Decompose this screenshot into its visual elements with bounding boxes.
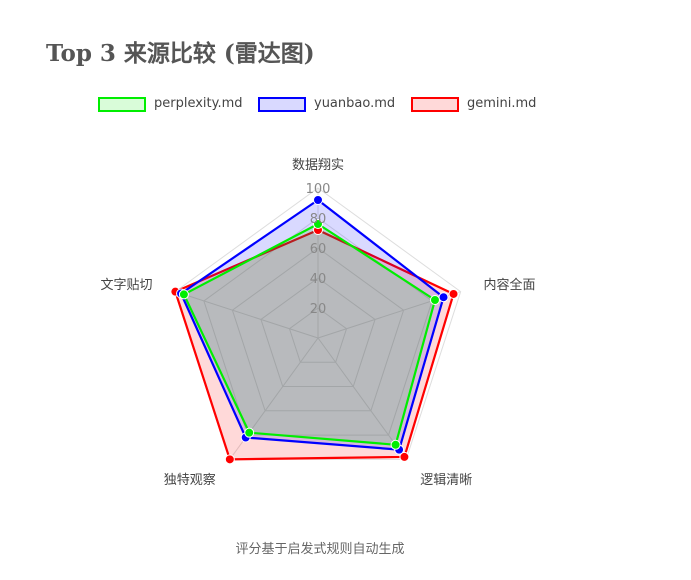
grid-spoke-4	[175, 291, 319, 339]
axis-label-0: 数据翔实	[292, 158, 344, 173]
data-point-gemini-md-3[interactable]	[224, 454, 235, 465]
series-area-perplexity-md	[182, 222, 437, 446]
grid-ring-4	[174, 187, 462, 460]
tick-label-1: 40	[310, 272, 327, 287]
data-point-perplexity-md-1[interactable]	[429, 294, 440, 305]
grid-ring-2	[231, 247, 405, 412]
grid-ring-3	[203, 217, 433, 436]
data-point-yuanbao-md-0[interactable]	[313, 195, 323, 205]
axis-label-3: 独特观察	[164, 473, 216, 488]
legend-label-perplexity: perplexity.md	[154, 96, 243, 111]
legend-label-yuanbao: yuanbao.md	[314, 96, 396, 111]
radar-grid	[174, 187, 462, 460]
legend-swatch-yuanbao	[258, 97, 306, 112]
data-point-perplexity-md-4[interactable]	[178, 289, 189, 300]
data-point-perplexity-md-2[interactable]	[390, 439, 401, 450]
radar-series	[170, 195, 459, 465]
grid-ring-1	[260, 277, 376, 388]
tick-label-2: 60	[310, 242, 327, 257]
data-point-gemini-md-1[interactable]	[448, 288, 459, 299]
axis-label-2: 逻辑清晰	[420, 473, 472, 488]
tick-label-0: 20	[310, 302, 327, 317]
axis-label-1: 内容全面	[483, 277, 535, 293]
data-point-yuanbao-md-1[interactable]	[438, 292, 449, 303]
footnote: 评分基于启发式规则自动生成	[235, 542, 405, 557]
chart-title: Top 3 来源比较 (雷达图)	[46, 40, 315, 67]
grid-spoke-2	[317, 337, 407, 460]
tick-label-4: 100	[306, 182, 331, 197]
axis-label-4: 文字贴切	[101, 278, 153, 293]
legend-swatch-perplexity	[98, 97, 146, 112]
tick-label-3: 80	[310, 212, 327, 227]
legend-swatch-gemini	[411, 97, 459, 112]
data-point-perplexity-md-3[interactable]	[244, 427, 255, 438]
data-point-perplexity-md-0[interactable]	[313, 219, 323, 229]
legend-label-gemini: gemini.md	[467, 96, 537, 111]
grid-ring-0	[288, 307, 348, 363]
radar-ticks: 20 40 60 80 100	[306, 182, 331, 317]
data-point-gemini-md-2[interactable]	[399, 451, 410, 462]
